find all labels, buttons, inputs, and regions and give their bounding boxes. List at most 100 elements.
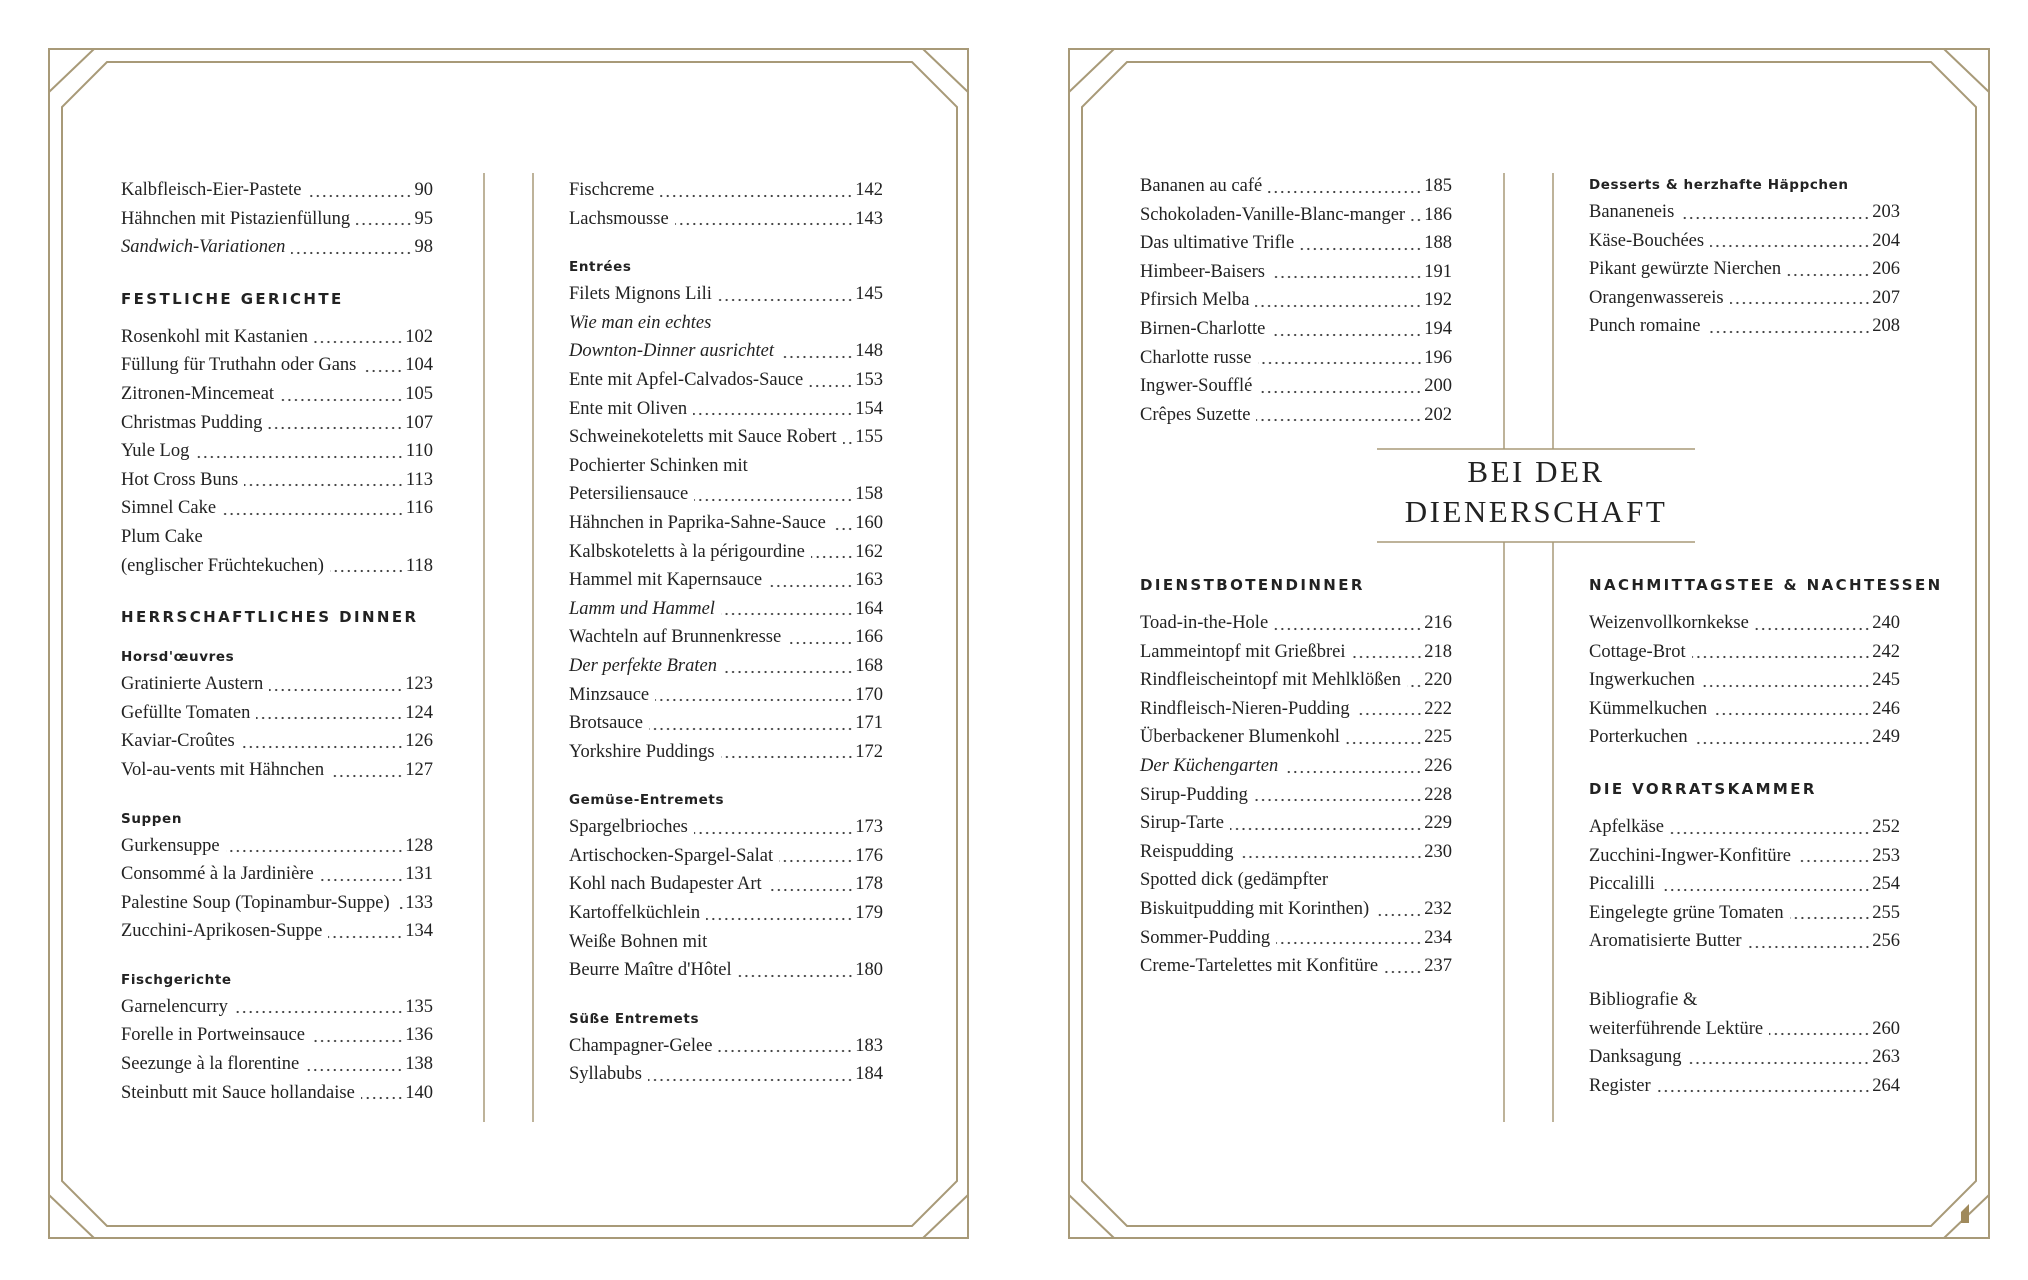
toc-entry[interactable]: Seezunge à la florentine 138: [121, 1050, 433, 1079]
toc-entry[interactable]: Kümmelkuchen 246: [1589, 694, 1900, 724]
toc-entry[interactable]: Vol-au-vents mit Hähnchen 127: [121, 755, 433, 785]
entry-title: Lamm und Hammel: [569, 598, 715, 619]
toc-entry[interactable]: Wachteln auf Brunnenkresse 166: [569, 623, 883, 652]
toc-entry[interactable]: Garnelencurry 135: [121, 992, 433, 1022]
toc-entry[interactable]: Charlotte russe 196: [1140, 343, 1452, 373]
toc-entry[interactable]: Yule Log 110: [121, 437, 433, 466]
toc-entry[interactable]: Zitronen-Mincemeat 105: [121, 379, 433, 409]
toc-entry[interactable]: Danksagung 263: [1589, 1043, 1900, 1072]
toc-entry[interactable]: Rosenkohl mit Kastanien 102: [121, 322, 433, 352]
toc-entry[interactable]: Hähnchen mit Pistazienfüllung 95: [121, 204, 433, 234]
entry-title: Hähnchen mit Pistazienfüllung: [121, 208, 351, 229]
toc-entry[interactable]: Creme-Tartelettes mit Konfitüre 237: [1140, 952, 1452, 981]
toc-entry[interactable]: Cottage-Brot 242: [1589, 637, 1900, 667]
toc-entry[interactable]: Ente mit Oliven 154: [569, 394, 883, 424]
toc-entry[interactable]: Zucchini-Aprikosen-Suppe 134: [121, 917, 433, 946]
toc-entry[interactable]: Aromatisierte Butter 256: [1589, 927, 1900, 956]
entry-title: Christmas Pudding: [121, 412, 263, 433]
toc-entry[interactable]: Der Küchengarten 226: [1140, 751, 1452, 781]
toc-entry[interactable]: Artischocken-Spargel-Salat 176: [569, 841, 883, 871]
dot-leader: [1239, 837, 1423, 867]
toc-entry[interactable]: Reispudding 230: [1140, 837, 1452, 867]
toc-entry[interactable]: Der perfekte Braten 168: [569, 651, 883, 681]
toc-entry[interactable]: Eingelegte grüne Tomaten 255: [1589, 898, 1900, 928]
toc-entry[interactable]: Sommer-Pudding 234: [1140, 923, 1452, 953]
toc-entry[interactable]: Beurre Maître d'Hôtel 180: [569, 956, 883, 985]
toc-entry[interactable]: Syllabubs 184: [569, 1060, 883, 1090]
toc-entry[interactable]: Rindfleischeintopf mit Mehlklößen 220: [1140, 666, 1452, 695]
entry-title: Bananen au café: [1140, 176, 1263, 196]
toc-entry[interactable]: Minzsauce 170: [569, 680, 883, 710]
toc-entry[interactable]: Steinbutt mit Sauce hollandaise 140: [121, 1078, 433, 1108]
entry-title: Sandwich-Variationen: [121, 237, 286, 258]
toc-entry[interactable]: Petersiliensauce 158: [569, 480, 883, 509]
toc-entry[interactable]: Lamm und Hammel 164: [569, 594, 883, 624]
toc-entry[interactable]: Hot Cross Buns 113: [121, 465, 433, 495]
entry-title: Hot Cross Buns: [121, 469, 239, 490]
toc-entry-first-line: Spotted dick (gedämpfter: [1140, 866, 1452, 895]
toc-entry[interactable]: Spargelbrioches 173: [569, 813, 883, 842]
toc-entry[interactable]: Birnen-Charlotte 194: [1140, 314, 1452, 344]
toc-entry[interactable]: Das ultimative Trifle 188: [1140, 229, 1452, 258]
toc-entry[interactable]: Porterkuchen 249: [1589, 723, 1900, 752]
toc-entry[interactable]: Champagner-Gelee 183: [569, 1031, 883, 1061]
toc-entry[interactable]: Downton-Dinner ausrichtet 148: [569, 337, 883, 366]
toc-entry[interactable]: Toad-in-the-Hole 216: [1140, 609, 1452, 638]
toc-entry[interactable]: Lammeintopf mit Grießbrei 218: [1140, 637, 1452, 667]
toc-entry[interactable]: Schweinekoteletts mit Sauce Robert 155: [569, 423, 883, 452]
toc-entry[interactable]: Piccalilli 254: [1589, 870, 1900, 899]
toc-entry[interactable]: Weizenvollkornkekse 240: [1589, 609, 1900, 638]
toc-entry[interactable]: Überbackener Blumenkohl 225: [1140, 723, 1452, 752]
toc-entry[interactable]: Pikant gewürzte Nierchen 206: [1589, 255, 1900, 284]
toc-entry[interactable]: Christmas Pudding 107: [121, 408, 433, 438]
toc-entry[interactable]: Kalbskoteletts à la périgourdine 162: [569, 537, 883, 567]
toc-entry[interactable]: Kaviar-Croûtes 126: [121, 727, 433, 756]
toc-entry[interactable]: Hammel mit Kapernsauce 163: [569, 566, 883, 595]
toc-entry[interactable]: Kohl nach Budapester Art 178: [569, 870, 883, 900]
toc-entry[interactable]: Käse-Bouchées 204: [1589, 226, 1900, 256]
toc-entry[interactable]: Ente mit Apfel-Calvados-Sauce 153: [569, 365, 883, 395]
toc-entry[interactable]: Filets Mignons Lili 145: [569, 280, 883, 309]
toc-entry[interactable]: Ingwerkuchen 245: [1589, 666, 1900, 695]
toc-entry[interactable]: Rindfleisch-Nieren-Pudding 222: [1140, 694, 1452, 724]
dot-leader: [195, 437, 404, 466]
page-number: 264: [1872, 1075, 1900, 1096]
toc-entry[interactable]: Sirup-Tarte 229: [1140, 809, 1452, 838]
toc-entry[interactable]: Forelle in Portweinsauce 136: [121, 1021, 433, 1051]
page-number: 163: [855, 570, 883, 591]
toc-entry[interactable]: Schokoladen-Vanille-Blanc-manger 186: [1140, 200, 1452, 230]
toc-entry[interactable]: Register 264: [1589, 1071, 1900, 1101]
column-dividers: [483, 173, 1695, 1122]
toc-entry[interactable]: Crêpes Suzette 202: [1140, 400, 1452, 430]
toc-entry[interactable]: Füllung für Truthahn oder Gans 104: [121, 351, 433, 380]
toc-entry[interactable]: Gurkensuppe 128: [121, 831, 433, 861]
toc-entry[interactable]: Yorkshire Puddings 172: [569, 737, 883, 767]
toc-entry[interactable]: Brotsauce 171: [569, 709, 883, 738]
toc-entry[interactable]: Sirup-Pudding 228: [1140, 780, 1452, 810]
toc-entry[interactable]: (englischer Früchtekuchen) 118: [121, 551, 433, 581]
toc-entry[interactable]: Biskuitpudding mit Korinthen) 232: [1140, 894, 1452, 924]
toc-entry[interactable]: Bananeneis 203: [1589, 198, 1900, 227]
toc-entry[interactable]: Hähnchen in Paprika-Sahne-Sauce 160: [569, 508, 883, 538]
toc-entry[interactable]: Consommé à la Jardinière 131: [121, 860, 433, 889]
toc-entry[interactable]: Zucchini-Ingwer-Konfitüre 253: [1589, 841, 1900, 871]
toc-entry[interactable]: Apfelkäse 252: [1589, 812, 1900, 842]
toc-entry[interactable]: weiterführende Lektüre 260: [1589, 1014, 1900, 1044]
toc-entry[interactable]: Bananen au café 185: [1140, 172, 1452, 201]
dot-leader: [1256, 400, 1423, 430]
toc-entry[interactable]: Pfirsich Melba 192: [1140, 286, 1452, 315]
toc-entry[interactable]: Kalbfleisch-Eier-Pastete 90: [121, 176, 433, 205]
toc-entry[interactable]: Orangenwassereis 207: [1589, 283, 1900, 313]
entry-title: Der perfekte Braten: [569, 655, 717, 676]
toc-entry[interactable]: Punch romaine 208: [1589, 312, 1900, 341]
toc-entry[interactable]: Fischcreme 142: [569, 176, 883, 205]
toc-entry[interactable]: Simnel Cake 116: [121, 494, 433, 523]
toc-entry[interactable]: Sandwich-Variationen 98: [121, 233, 433, 262]
toc-entry[interactable]: Ingwer-Soufflé 200: [1140, 372, 1452, 401]
toc-entry[interactable]: Gratinierte Austern 123: [121, 670, 433, 699]
toc-entry[interactable]: Gefüllte Tomaten 124: [121, 698, 433, 728]
toc-entry[interactable]: Palestine Soup (Topinambur-Suppe) 133: [121, 888, 433, 918]
toc-entry[interactable]: Lachsmousse 143: [569, 204, 883, 234]
toc-entry[interactable]: Himbeer-Baisers 191: [1140, 257, 1452, 287]
toc-entry[interactable]: Kartoffelküchlein 179: [569, 899, 883, 928]
